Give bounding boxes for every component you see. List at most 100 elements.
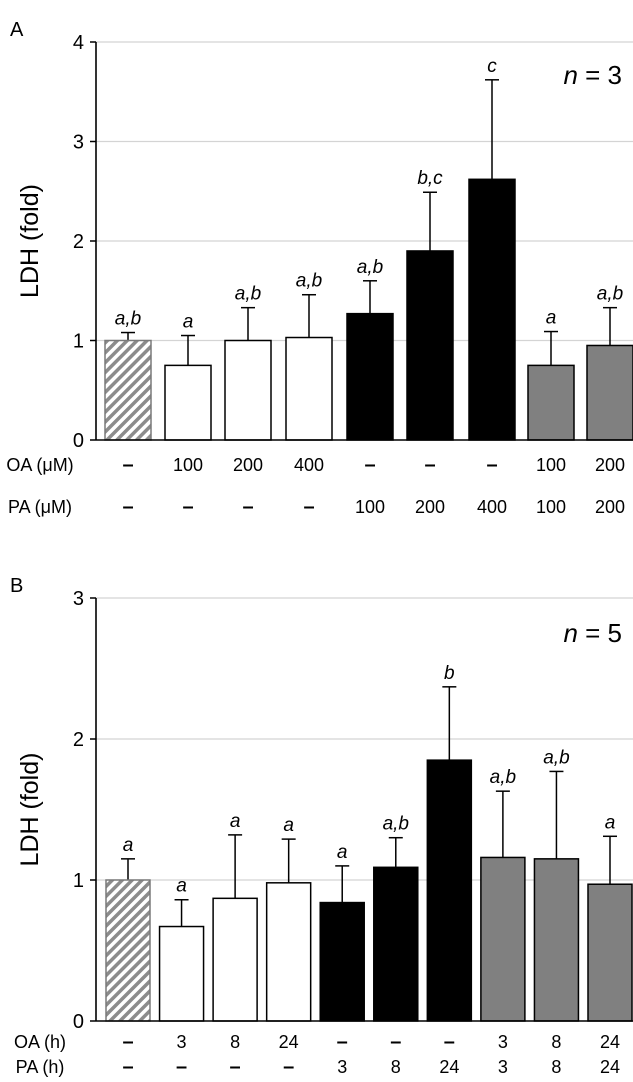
treatment-absent-dash: – — [486, 454, 497, 476]
treatment-absent-dash: – — [230, 1056, 241, 1078]
bar-hatched — [105, 879, 151, 1022]
bar-black — [468, 178, 516, 441]
y-tick-label: 3 — [73, 132, 84, 154]
bar-gray — [480, 856, 526, 1022]
annotation-n: n — [563, 618, 577, 648]
treatment-value: 200 — [595, 455, 625, 475]
treatment-value: 100 — [536, 455, 566, 475]
treatment-absent-dash: – — [390, 1031, 401, 1053]
significance-label: a — [283, 815, 294, 836]
y-tick-label: 2 — [73, 729, 84, 751]
treatment-absent-dash: – — [122, 454, 133, 476]
treatment-absent-dash: – — [337, 1031, 348, 1053]
sample-size-annotation: n = 5 — [563, 618, 622, 648]
bar-black — [406, 250, 454, 441]
significance-label: a — [337, 842, 348, 863]
treatment-value: 24 — [600, 1057, 620, 1077]
bar-black — [346, 312, 394, 441]
significance-label: a,b — [235, 284, 261, 305]
sample-size-annotation: n = 3 — [563, 60, 622, 90]
treatment-value: 8 — [551, 1032, 561, 1052]
significance-label: a,b — [296, 271, 322, 292]
treatment-row-label: PA (h) — [16, 1057, 65, 1077]
significance-label: a — [176, 876, 187, 897]
treatment-value: 100 — [173, 455, 203, 475]
bar-white — [158, 925, 205, 1022]
significance-label: a — [546, 308, 557, 329]
treatment-value: 200 — [415, 497, 445, 517]
significance-label: a — [230, 811, 241, 832]
y-tick-label: 0 — [73, 1011, 84, 1033]
treatment-value: 8 — [230, 1032, 240, 1052]
significance-label: a — [183, 312, 194, 333]
treatment-value: 200 — [595, 497, 625, 517]
significance-label: b,c — [417, 168, 443, 189]
treatment-absent-dash: – — [303, 496, 314, 518]
treatment-value: 400 — [294, 455, 324, 475]
bar-white — [164, 364, 212, 441]
bar-black — [373, 866, 419, 1022]
bar-white — [224, 339, 272, 441]
significance-label: a,b — [490, 767, 516, 788]
significance-label: a — [123, 835, 134, 856]
significance-label: a,b — [357, 257, 383, 278]
bar-black — [319, 901, 365, 1022]
treatment-value: 24 — [600, 1032, 620, 1052]
treatment-value: 8 — [551, 1057, 561, 1077]
treatment-value: 8 — [391, 1057, 401, 1077]
significance-label: c — [487, 56, 497, 77]
treatment-value: 100 — [536, 497, 566, 517]
bar-white — [265, 882, 312, 1022]
treatment-absent-dash: – — [242, 496, 253, 518]
significance-label: a,b — [383, 814, 409, 835]
treatment-absent-dash: – — [444, 1031, 455, 1053]
bar-black — [426, 759, 473, 1022]
annotation-n: n — [563, 60, 577, 90]
panel-label: A — [10, 19, 24, 41]
y-tick-label: 4 — [73, 32, 84, 54]
bar-white — [212, 897, 258, 1022]
treatment-absent-dash: – — [424, 454, 435, 476]
significance-label: b — [444, 663, 455, 684]
bar-white — [285, 336, 333, 441]
chart-panel-b: B 0 1 2 3 LDH (fold) n = 5 a a a a a a,b b a,b a,b a OA (… — [10, 575, 633, 1078]
y-tick-label: 0 — [73, 430, 84, 452]
chart-panel-a: A 0 1 2 3 4 LDH (fold) n = 3 a,b a a,b a,b a,b b,c c a a… — [6, 19, 633, 518]
treatment-value: 200 — [233, 455, 263, 475]
y-tick-label: 1 — [73, 331, 84, 353]
treatment-absent-dash: – — [283, 1056, 294, 1078]
treatment-absent-dash: – — [122, 1031, 133, 1053]
bar-gray — [586, 344, 633, 441]
annotation-value: = 5 — [578, 618, 622, 648]
treatment-value: 3 — [498, 1057, 508, 1077]
treatment-value: 100 — [355, 497, 385, 517]
significance-label: a,b — [115, 309, 141, 330]
treatment-value: 3 — [337, 1057, 347, 1077]
bar-gray — [587, 883, 633, 1022]
treatment-value: 400 — [477, 497, 507, 517]
treatment-value: 24 — [439, 1057, 459, 1077]
treatment-value: 24 — [279, 1032, 299, 1052]
treatment-absent-dash: – — [182, 496, 193, 518]
bar-gray — [533, 858, 580, 1022]
treatment-value: 3 — [498, 1032, 508, 1052]
y-tick-label: 1 — [73, 870, 84, 892]
significance-label: a,b — [597, 284, 623, 305]
bar-gray — [527, 364, 575, 441]
treatment-row-label: PA (μM) — [8, 497, 72, 517]
significance-label: a,b — [543, 747, 569, 768]
treatment-absent-dash: – — [364, 454, 375, 476]
treatment-row-label: OA (μM) — [6, 455, 73, 475]
panel-label: B — [10, 575, 23, 597]
y-tick-label: 2 — [73, 231, 84, 253]
annotation-value: = 3 — [578, 60, 622, 90]
treatment-absent-dash: – — [122, 496, 133, 518]
y-axis-label: LDH (fold) — [16, 184, 44, 298]
significance-label: a — [605, 812, 616, 833]
treatment-absent-dash: – — [122, 1056, 133, 1078]
y-tick-label: 3 — [73, 588, 84, 610]
treatment-value: 3 — [177, 1032, 187, 1052]
treatment-absent-dash: – — [176, 1056, 187, 1078]
y-axis-label: LDH (fold) — [16, 753, 44, 867]
